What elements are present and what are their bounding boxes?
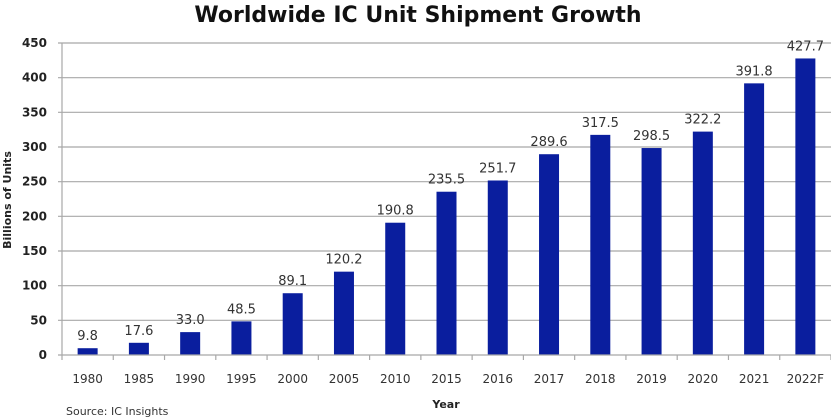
y-tick-label: 50 xyxy=(30,313,47,327)
y-tick-label: 300 xyxy=(22,140,47,154)
y-tick-label: 100 xyxy=(22,279,47,293)
data-label: 317.5 xyxy=(582,116,619,131)
bar xyxy=(692,131,713,355)
x-axis-ticks: 1980 1985 1990 1995 2000 2005 2010 2015 2016 2017… xyxy=(72,372,824,386)
chart-title: Worldwide IC Unit Shipment Growth xyxy=(194,3,641,28)
x-tick-label: 1985 xyxy=(124,372,155,386)
y-tick-label: 150 xyxy=(22,244,47,258)
data-label: 298.5 xyxy=(633,129,670,144)
x-tick-label: 1990 xyxy=(175,372,206,386)
x-tick-label: 2000 xyxy=(277,372,308,386)
x-tick-label: 2017 xyxy=(534,372,565,386)
data-label: 9.8 xyxy=(77,329,98,344)
x-tick-label: 2005 xyxy=(329,372,360,386)
gridlines xyxy=(58,42,831,355)
x-tick-label: 2015 xyxy=(431,372,462,386)
bar xyxy=(333,271,354,355)
bar xyxy=(487,180,508,355)
x-tick-label: 2018 xyxy=(585,372,616,386)
bar xyxy=(282,293,303,355)
data-label: 33.0 xyxy=(176,313,205,328)
data-label: 391.8 xyxy=(735,64,772,79)
data-label: 89.1 xyxy=(278,274,307,289)
x-tick-label: 1995 xyxy=(226,372,257,386)
bar xyxy=(128,342,149,355)
y-tick-label: 0 xyxy=(39,348,47,362)
x-tick-label: 2022F xyxy=(787,372,825,386)
data-label: 190.8 xyxy=(377,204,414,219)
y-tick-label: 450 xyxy=(22,36,47,50)
x-tick-label: 1980 xyxy=(72,372,103,386)
data-label: 289.6 xyxy=(530,135,567,150)
x-tick-label: 2019 xyxy=(636,372,667,386)
bar xyxy=(231,321,252,355)
x-tick-label: 2010 xyxy=(380,372,411,386)
y-tick-label: 250 xyxy=(22,175,47,189)
data-label: 322.2 xyxy=(684,113,721,128)
bar xyxy=(180,332,201,355)
data-labels: 9.8 17.6 33.0 48.5 89.1 120.2 190.8 235.5 251.7 2… xyxy=(77,39,824,344)
x-tick-label: 2020 xyxy=(688,372,719,386)
bar xyxy=(385,222,406,355)
bar xyxy=(641,148,662,355)
y-tick-label: 350 xyxy=(22,105,47,119)
y-tick-label: 200 xyxy=(22,209,47,223)
bar xyxy=(77,348,98,355)
data-label: 17.6 xyxy=(124,324,153,339)
data-label: 120.2 xyxy=(325,253,362,268)
y-axis-label: Billions of Units xyxy=(1,151,14,249)
bar xyxy=(539,154,560,355)
x-axis-label: Year xyxy=(431,398,460,411)
data-label: 427.7 xyxy=(787,39,824,54)
bar xyxy=(590,134,611,355)
x-tick-label: 2016 xyxy=(482,372,513,386)
data-label: 235.5 xyxy=(428,173,465,188)
y-tick-label: 400 xyxy=(22,71,47,85)
bar xyxy=(744,83,765,356)
data-label: 48.5 xyxy=(227,302,256,317)
bars xyxy=(77,58,816,356)
source-note: Source: IC Insights xyxy=(66,405,169,418)
bar xyxy=(436,191,457,355)
x-axis xyxy=(58,354,831,360)
x-tick-label: 2021 xyxy=(739,372,770,386)
y-axis-ticks: 0 50 100 150 200 250 300 350 400 450 xyxy=(22,36,47,362)
bar xyxy=(795,58,816,355)
data-label: 251.7 xyxy=(479,161,516,176)
